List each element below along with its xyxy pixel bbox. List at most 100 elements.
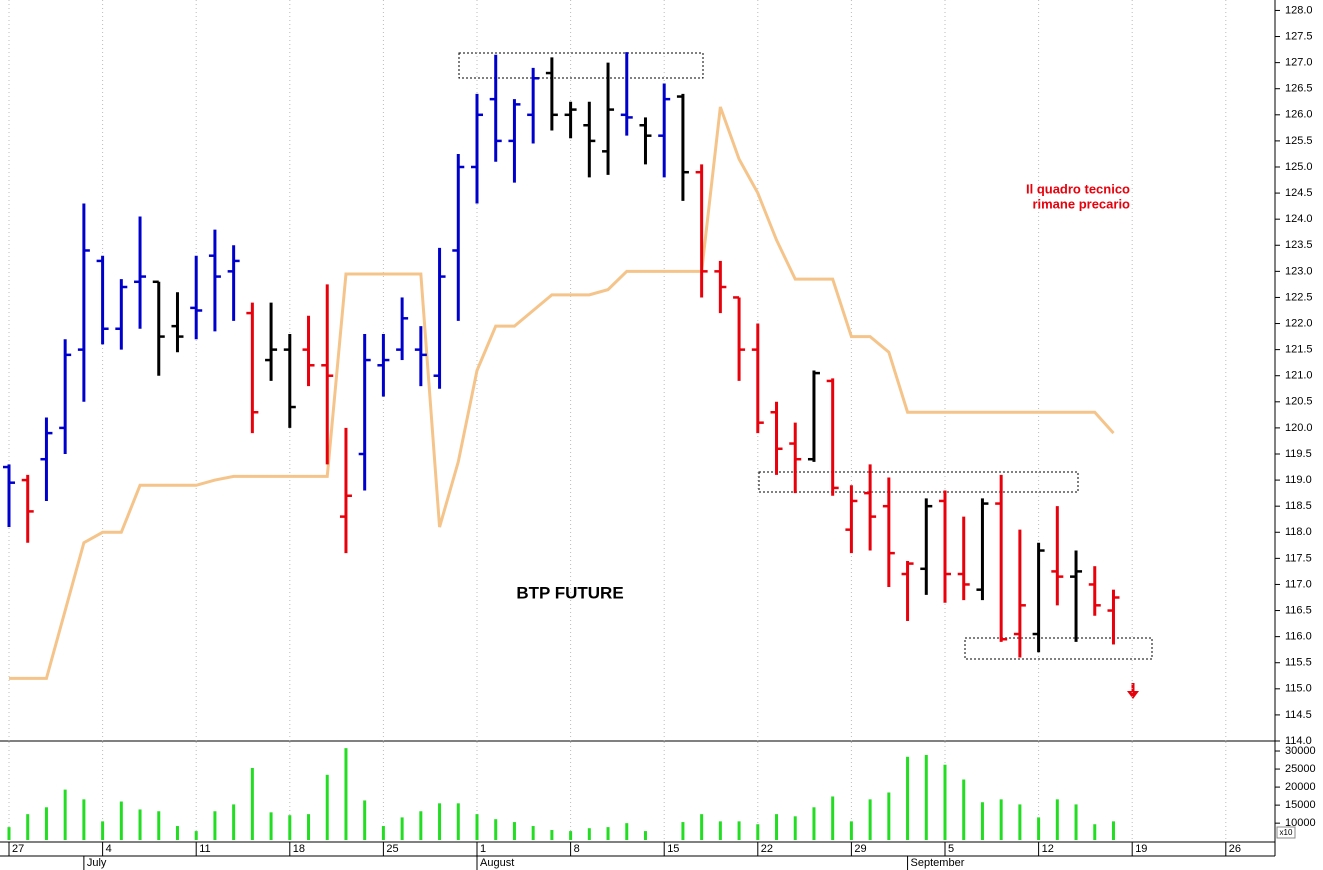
volume-bar: [606, 827, 610, 840]
y-tick-label: 126.5: [1285, 83, 1313, 95]
y-tick-label: 25000: [1285, 763, 1316, 775]
x-tick-label: 5: [948, 843, 954, 855]
y-tick-label: 122.5: [1285, 291, 1313, 303]
volume-bar: [288, 815, 292, 840]
volume-bar: [325, 774, 329, 840]
volume-bar: [344, 748, 348, 840]
highlight-box: [758, 471, 1079, 493]
volume-bar: [775, 814, 779, 840]
volume-bar: [887, 792, 891, 840]
y-tick-label: 125.0: [1285, 161, 1313, 173]
y-tick-label: 116.5: [1285, 604, 1312, 616]
y-tick-label: 123.5: [1285, 239, 1313, 251]
month-label: July: [87, 857, 107, 869]
volume-bar: [63, 789, 67, 840]
volume-bar: [643, 831, 647, 840]
volume-bar: [906, 756, 910, 840]
y-tick-label: 116.0: [1285, 631, 1312, 643]
y-tick-label: 124.0: [1285, 213, 1313, 225]
volume-bar: [26, 814, 30, 840]
x-tick-label: 12: [1042, 843, 1054, 855]
y-tick-label: 120.5: [1285, 396, 1313, 408]
volume-bar: [363, 800, 367, 840]
y-tick-label: 122.0: [1285, 317, 1313, 329]
volume-bar: [1055, 799, 1059, 840]
x-tick-label: 4: [106, 843, 112, 855]
volume-bar: [119, 801, 123, 840]
y-tick-label: 126.0: [1285, 109, 1313, 121]
volume-bar: [980, 802, 984, 840]
y-tick-label: 115.5: [1285, 657, 1312, 669]
y-tick-label: 114.5: [1285, 709, 1312, 721]
arrow: [1127, 683, 1139, 699]
volume-bar: [1093, 824, 1097, 840]
scale-label: x10: [1280, 828, 1293, 837]
volume-bar: [400, 817, 404, 840]
volume-bar: [849, 821, 853, 840]
y-tick-label: 118.0: [1285, 526, 1312, 538]
volume-bar: [868, 799, 872, 840]
y-tick-label: 120.0: [1285, 422, 1313, 434]
volume-bar: [718, 821, 722, 840]
y-tick-label: 123.0: [1285, 265, 1313, 277]
volume-bar: [943, 764, 947, 840]
volume-bar: [438, 803, 442, 840]
y-tick-label: 121.5: [1285, 344, 1313, 356]
volume-bar: [512, 822, 516, 840]
volume-bar: [737, 821, 741, 840]
y-tick-label: 127.5: [1285, 30, 1313, 42]
volume-bar: [213, 811, 217, 840]
x-tick-label: 26: [1229, 843, 1241, 855]
highlight-box: [458, 52, 704, 79]
x-tick-label: 29: [854, 843, 866, 855]
x-tick-label: 11: [199, 843, 210, 855]
volume-bar: [250, 767, 254, 840]
x-tick-label: 1: [480, 843, 486, 855]
volume-bar: [1074, 804, 1078, 840]
volume-bar: [756, 824, 760, 840]
x-tick-label: 27: [12, 843, 24, 855]
volume-bar: [194, 831, 198, 840]
volume-bar: [1111, 821, 1115, 840]
volume-bar: [550, 830, 554, 840]
volume-bar: [569, 831, 573, 840]
volume-bar: [101, 821, 105, 840]
y-tick-label: 117.5: [1285, 552, 1312, 564]
volume-bar: [232, 804, 236, 840]
month-label: September: [911, 857, 965, 869]
y-tick-label: 128.0: [1285, 4, 1313, 16]
y-tick-label: 115.0: [1285, 683, 1312, 695]
volume-bar: [494, 819, 498, 840]
x-tick-label: 25: [386, 843, 398, 855]
volume-bar: [1018, 804, 1022, 840]
y-tick-label: 119.5: [1285, 448, 1312, 460]
x-tick-label: 8: [574, 843, 580, 855]
chart-title: BTP FUTURE: [516, 583, 623, 602]
volume-bar: [999, 799, 1003, 840]
volume-bar: [793, 816, 797, 840]
y-tick-label: 114.0: [1285, 735, 1312, 747]
line-series: [9, 106, 1115, 680]
x-tick-label: 15: [667, 843, 679, 855]
volume-bar: [1037, 817, 1041, 840]
volume-bar: [681, 822, 685, 840]
volume-bar: [7, 827, 11, 840]
y-tick-label: 20000: [1285, 781, 1316, 793]
y-tick-label: 121.0: [1285, 370, 1313, 382]
y-tick-label: 30000: [1285, 745, 1316, 757]
volume-bar: [531, 826, 535, 840]
x-tick-label: 22: [761, 843, 773, 855]
volume-bar: [157, 811, 161, 840]
volume-bar: [962, 779, 966, 840]
highlight-box: [964, 637, 1153, 660]
y-tick-label: 117.0: [1285, 578, 1312, 590]
y-tick-label: 125.5: [1285, 135, 1313, 147]
volume-bar: [82, 799, 86, 840]
volume-bar: [812, 807, 816, 840]
y-tick-label: 10000: [1285, 817, 1316, 829]
annotation: Il quadro tecnico: [1026, 181, 1130, 196]
volume-bar: [456, 803, 460, 840]
volume-bar: [138, 809, 142, 840]
